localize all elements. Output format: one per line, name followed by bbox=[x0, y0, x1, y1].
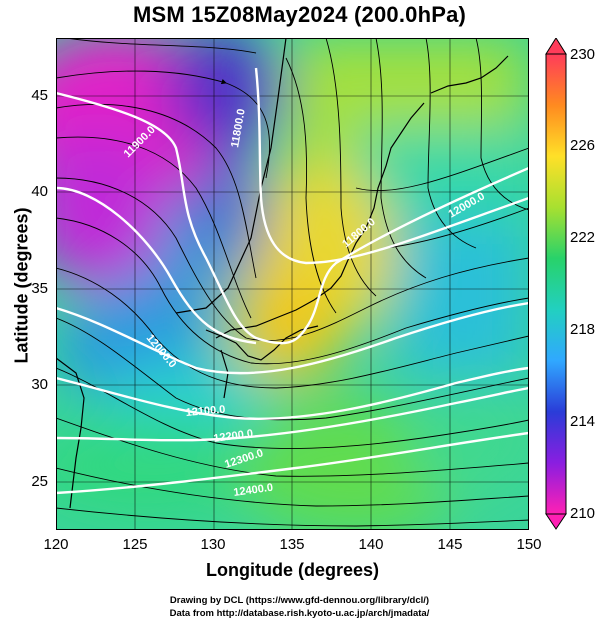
x-tick-label: 150 bbox=[516, 536, 542, 553]
colorbar-label: 230 bbox=[570, 46, 596, 63]
map-plot-area: 11800.0 11800.0 11900.0 12000.0 12000.0 … bbox=[56, 38, 529, 530]
wind-streamlines bbox=[56, 38, 529, 527]
x-tick-label: 125 bbox=[122, 536, 148, 553]
height-contours bbox=[56, 67, 529, 495]
colorbar-gradient bbox=[545, 53, 567, 515]
contour-label: 12200.0 bbox=[213, 428, 254, 445]
colorbar bbox=[545, 38, 567, 530]
contour-label: 12100.0 bbox=[185, 404, 226, 419]
colorbar-label: 226 bbox=[570, 137, 596, 154]
y-tick-label: 25 bbox=[31, 473, 48, 490]
y-axis-label: Latitude (degrees) bbox=[11, 207, 32, 364]
x-tick-label: 145 bbox=[437, 536, 463, 553]
credit-data-source: Data from http://database.rish.kyoto-u.a… bbox=[169, 608, 430, 619]
x-tick-label: 140 bbox=[358, 536, 384, 553]
colorbar-label: 214 bbox=[570, 413, 596, 430]
y-tick-label: 40 bbox=[31, 183, 48, 200]
contour-label: 12400.0 bbox=[233, 482, 274, 499]
y-tick-label: 35 bbox=[31, 280, 48, 297]
colorbar-top-triangle bbox=[545, 38, 567, 55]
temperature-field-map: 11800.0 11800.0 11900.0 12000.0 12000.0 … bbox=[56, 38, 529, 530]
colorbar-label: 218 bbox=[570, 321, 596, 338]
colorbar-label: 210 bbox=[570, 505, 596, 522]
colorbar-bottom-triangle bbox=[545, 513, 567, 530]
x-tick-label: 120 bbox=[43, 536, 69, 553]
temperature-shading bbox=[56, 38, 529, 530]
x-axis-label: Longitude (degrees) bbox=[205, 560, 379, 580]
y-tick-label: 45 bbox=[31, 87, 48, 104]
colorbar-label: 222 bbox=[570, 229, 596, 246]
y-tick-label: 30 bbox=[31, 376, 48, 393]
chart-title: MSM 15Z08May2024 (200.0hPa) bbox=[132, 2, 467, 27]
x-tick-label: 135 bbox=[279, 536, 305, 553]
credits: Drawing by DCL (https://www.gfd-dennou.o… bbox=[0, 594, 599, 620]
x-tick-label: 130 bbox=[200, 536, 226, 553]
credit-drawing: Drawing by DCL (https://www.gfd-dennou.o… bbox=[169, 595, 430, 606]
